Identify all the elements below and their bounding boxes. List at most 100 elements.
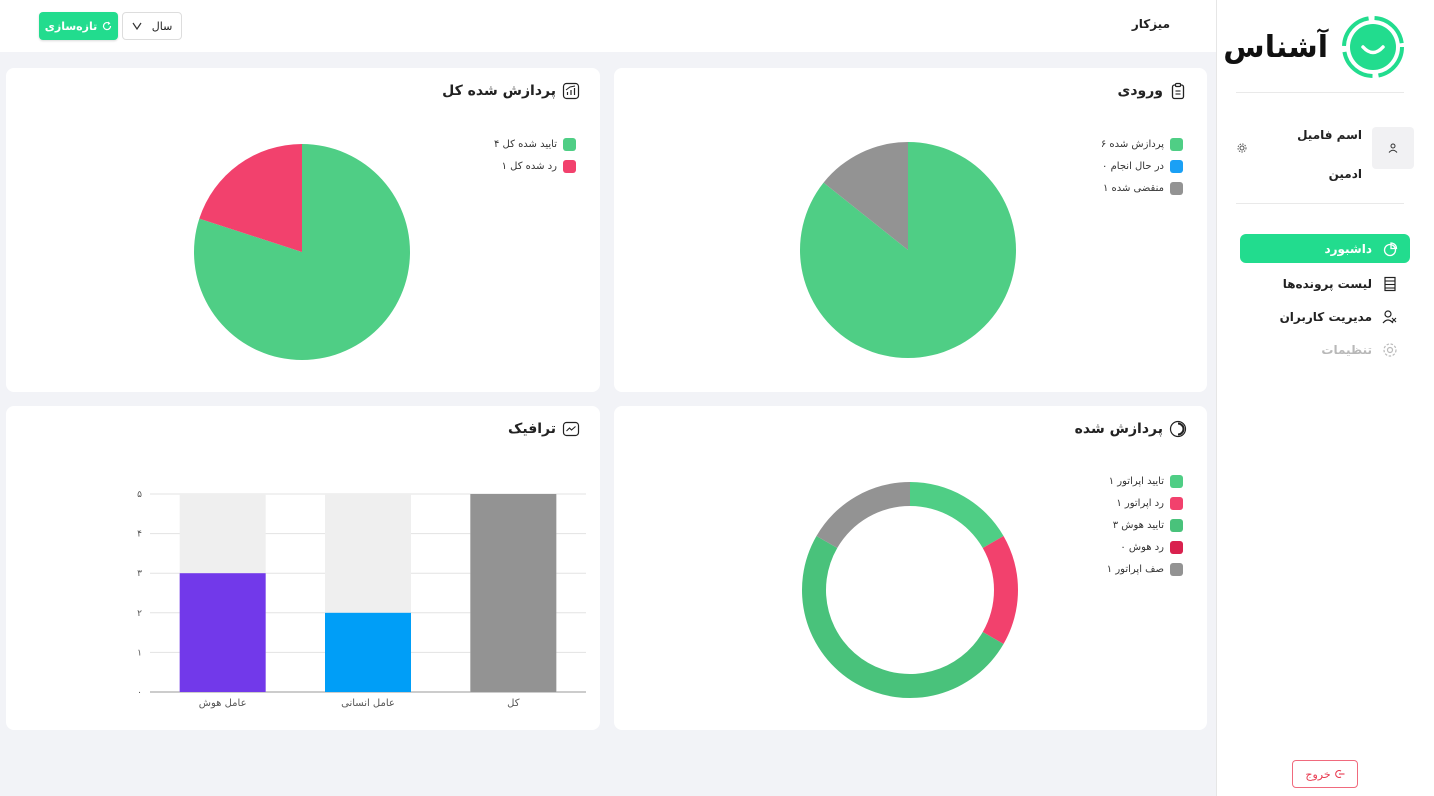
sidebar-item-settings[interactable]: تنظیمات: [1240, 333, 1410, 366]
sidebar-item-label: مدیریت کاربران: [1279, 309, 1372, 324]
card-title: پردازش شده: [1075, 420, 1187, 438]
legend-item[interactable]: تایید هوش ۳: [1107, 514, 1183, 536]
legend-swatch: [1170, 518, 1183, 532]
legend-item[interactable]: رد هوش ۰: [1107, 536, 1183, 558]
pie-slice[interactable]: [823, 142, 908, 250]
user-profile: اسم فامیل ادمین: [1236, 127, 1414, 187]
card-title: پردازش شده کل: [442, 82, 580, 100]
users-icon: [1382, 309, 1398, 325]
legend-label: رد اپراتور ۱: [1116, 497, 1164, 509]
y-tick-label: ۵: [137, 490, 142, 500]
legend-label: تایید شده کل ۴: [494, 138, 557, 150]
legend-item[interactable]: تایید اپراتور ۱: [1107, 470, 1183, 492]
card-title-text: ورودی: [1117, 83, 1163, 99]
sidebar-item-label: تنظیمات: [1321, 342, 1372, 357]
page-title: میزکار: [1131, 17, 1170, 31]
legend-swatch: [1170, 181, 1183, 195]
card-title: ورودی: [1118, 82, 1187, 100]
clipboard-icon: [1169, 82, 1187, 100]
bar[interactable]: [179, 573, 266, 692]
incoming-pie-chart: [800, 142, 1016, 358]
x-tick-label: کل: [507, 698, 520, 709]
y-tick-label: ۱: [137, 648, 142, 658]
legend-item[interactable]: تایید شده کل ۴: [494, 133, 576, 155]
y-tick-label: ۰: [137, 688, 142, 698]
x-tick-label: عامل هوش: [199, 698, 247, 709]
user-name: اسم فامیل: [1297, 128, 1362, 142]
card-title-text: پردازش شده: [1074, 421, 1163, 437]
legend-item[interactable]: رد شده کل ۱: [494, 155, 576, 177]
total-processed-pie-chart: [194, 144, 410, 360]
pie-slice[interactable]: [982, 536, 1018, 644]
pie-slice[interactable]: [816, 482, 910, 548]
legend-item[interactable]: صف اپراتور ۱: [1107, 558, 1183, 580]
y-tick-label: ۲: [137, 609, 142, 619]
avatar[interactable]: [1372, 127, 1414, 169]
sidebar-item-files[interactable]: لیست پرونده‌ها: [1240, 267, 1410, 300]
legend-swatch: [1170, 137, 1183, 151]
bar[interactable]: [325, 612, 411, 692]
legend-item[interactable]: رد اپراتور ۱: [1107, 492, 1183, 514]
logout-label: خروج: [1305, 767, 1331, 781]
legend-label: منقضی شده ۱: [1102, 182, 1164, 194]
refresh-icon: [103, 21, 112, 31]
pie-slice[interactable]: [910, 482, 1004, 548]
sidebar-item-users[interactable]: مدیریت کاربران: [1240, 300, 1410, 333]
sidebar: آشناس اسم فامیل ادمین داشبورد لیست پروند…: [1216, 0, 1434, 796]
chart-legend: تایید اپراتور ۱ رد اپراتور ۱ تایید هوش ۳…: [1107, 470, 1183, 580]
pie-slice[interactable]: [802, 536, 1004, 698]
gear-icon[interactable]: [1236, 142, 1248, 154]
legend-swatch: [563, 137, 576, 151]
trend-icon: [562, 420, 580, 438]
card-title-text: پردازش شده کل: [442, 83, 556, 99]
gear-icon: [1382, 342, 1398, 358]
top-header: میزکار سال تازه‌سازی: [0, 0, 1216, 52]
legend-item[interactable]: پردازش شده ۶: [1101, 133, 1183, 155]
card-title: ترافیک: [508, 420, 580, 438]
sidebar-item-label: لیست پرونده‌ها: [1282, 276, 1372, 291]
traffic-card: ترافیک ۰ ۱ ۲ ۳ ۴ ۵ عامل هوش عامل انسانی کل: [6, 406, 600, 730]
app-logo[interactable]: آشناس: [1223, 14, 1406, 80]
legend-swatch: [1170, 496, 1183, 510]
x-tick-label: عامل انسانی: [341, 698, 395, 709]
logout-icon: [1334, 769, 1345, 779]
divider: [1236, 203, 1404, 204]
bar[interactable]: [470, 494, 557, 692]
period-select[interactable]: سال: [122, 12, 182, 40]
incoming-card: ورودی پردازش شده ۶ در حال انجام ۰ منقضی …: [614, 68, 1207, 392]
sidebar-item-dashboard[interactable]: داشبورد: [1240, 234, 1410, 263]
legend-label: رد شده کل ۱: [501, 160, 557, 172]
processed-donut-chart: [802, 482, 1018, 698]
legend-swatch: [1170, 474, 1183, 488]
legend-label: تایید هوش ۳: [1112, 519, 1164, 531]
list-icon: [1382, 276, 1398, 292]
y-tick-label: ۴: [137, 530, 142, 540]
processed-card: پردازش شده تایید اپراتور ۱ رد اپراتور ۱ …: [614, 406, 1207, 730]
legend-label: رد هوش ۰: [1120, 541, 1164, 553]
pie-chart-icon: [1382, 241, 1398, 257]
refresh-button[interactable]: تازه‌سازی: [39, 12, 118, 40]
logo-smile-icon: [1342, 16, 1404, 78]
chart-legend: پردازش شده ۶ در حال انجام ۰ منقضی شده ۱: [1101, 133, 1183, 199]
legend-swatch: [563, 159, 576, 173]
legend-swatch: [1170, 562, 1183, 576]
period-select-value: سال: [151, 19, 173, 33]
sidebar-item-label: داشبورد: [1324, 241, 1372, 256]
user-role: ادمین: [1328, 167, 1362, 181]
total-processed-card: پردازش شده کل تایید شده کل ۴ رد شده کل ۱: [6, 68, 600, 392]
legend-label: پردازش شده ۶: [1100, 138, 1164, 150]
sidebar-nav: داشبورد لیست پرونده‌ها مدیریت کاربران تن…: [1240, 234, 1410, 366]
legend-item[interactable]: در حال انجام ۰: [1101, 155, 1183, 177]
legend-swatch: [1170, 159, 1183, 173]
refresh-label: تازه‌سازی: [44, 19, 98, 33]
traffic-bar-chart: ۰ ۱ ۲ ۳ ۴ ۵ عامل هوش عامل انسانی کل: [137, 490, 586, 709]
pie-slice[interactable]: [199, 144, 302, 252]
logo-text: آشناس: [1223, 30, 1329, 65]
legend-label: در حال انجام ۰: [1102, 160, 1164, 172]
user-icon: [1388, 143, 1398, 153]
chart-icon: [562, 82, 580, 100]
logout-button[interactable]: خروج: [1292, 760, 1358, 788]
legend-item[interactable]: منقضی شده ۱: [1101, 177, 1183, 199]
divider: [1236, 92, 1404, 93]
legend-swatch: [1170, 540, 1183, 554]
